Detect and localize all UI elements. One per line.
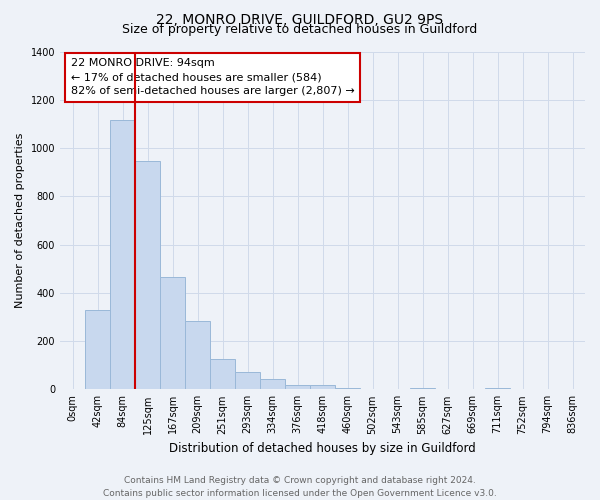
- Bar: [85, 310, 110, 390]
- Bar: [410, 388, 435, 390]
- Bar: [485, 388, 510, 390]
- Text: 22 MONRO DRIVE: 94sqm
← 17% of detached houses are smaller (584)
82% of semi-det: 22 MONRO DRIVE: 94sqm ← 17% of detached …: [71, 58, 354, 96]
- X-axis label: Distribution of detached houses by size in Guildford: Distribution of detached houses by size …: [169, 442, 476, 455]
- Bar: [260, 379, 285, 390]
- Bar: [110, 120, 135, 390]
- Bar: [185, 320, 210, 390]
- Bar: [310, 385, 335, 390]
- Bar: [210, 358, 235, 390]
- Text: Contains HM Land Registry data © Crown copyright and database right 2024.
Contai: Contains HM Land Registry data © Crown c…: [103, 476, 497, 498]
- Bar: [135, 162, 160, 390]
- Text: Size of property relative to detached houses in Guildford: Size of property relative to detached ho…: [122, 22, 478, 36]
- Bar: [160, 278, 185, 390]
- Bar: [235, 372, 260, 390]
- Y-axis label: Number of detached properties: Number of detached properties: [15, 132, 25, 308]
- Bar: [285, 385, 310, 390]
- Bar: [335, 388, 360, 390]
- Text: 22, MONRO DRIVE, GUILDFORD, GU2 9PS: 22, MONRO DRIVE, GUILDFORD, GU2 9PS: [157, 12, 443, 26]
